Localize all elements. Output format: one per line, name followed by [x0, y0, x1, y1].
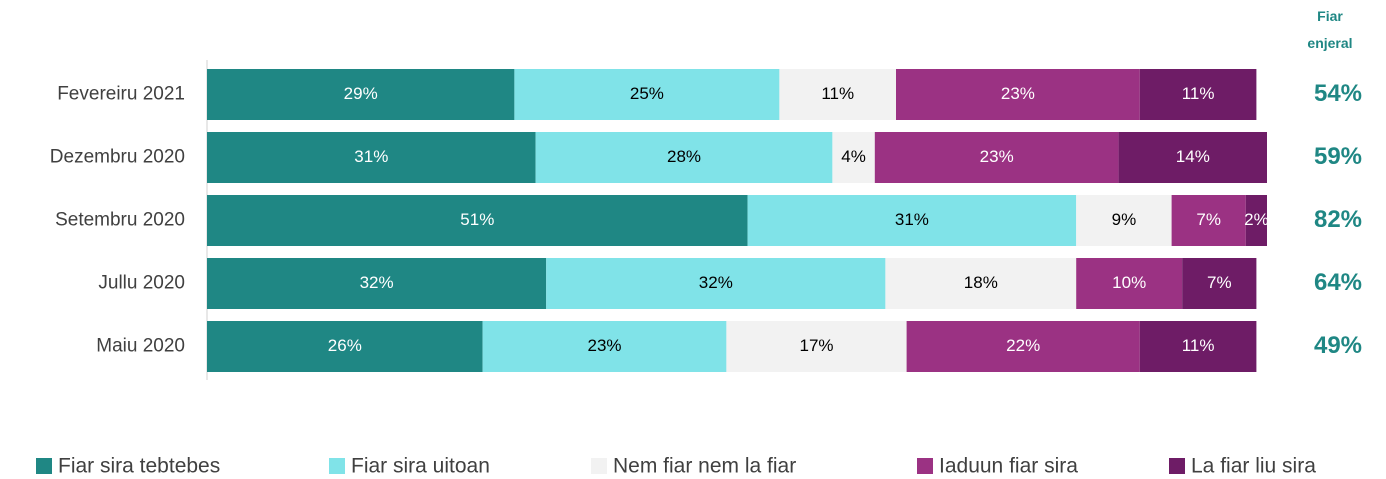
data-label: 23% [587, 336, 621, 355]
bar-segment [1076, 258, 1183, 309]
data-label: 18% [964, 273, 998, 292]
bar-segment [874, 132, 1119, 183]
bar-segment [535, 132, 833, 183]
bar-segment [1118, 132, 1267, 183]
data-label: 23% [1001, 84, 1035, 103]
bar-segment [1171, 195, 1246, 246]
legend-swatch [591, 458, 607, 474]
legend-label: Iaduun fiar sira [939, 455, 1078, 478]
data-label: 51% [460, 210, 494, 229]
data-label: 23% [980, 147, 1014, 166]
data-label: 7% [1196, 210, 1221, 229]
total-header-line: enjeral [1307, 35, 1352, 51]
data-label: 17% [799, 336, 833, 355]
data-label: 11% [821, 84, 854, 103]
data-label: 26% [328, 336, 362, 355]
bar-segment [482, 321, 727, 372]
total-label: 59% [1314, 143, 1362, 170]
total-label: 54% [1314, 80, 1362, 107]
total-label: 82% [1314, 206, 1362, 233]
total-header: Fiar enjeral [1307, 8, 1352, 51]
data-label: 10% [1112, 273, 1146, 292]
legend-label: Nem fiar nem la fiar [613, 455, 796, 478]
data-label: 28% [667, 147, 701, 166]
total-header-line: Fiar [1317, 8, 1343, 24]
data-label: 32% [360, 273, 394, 292]
bar-segment [747, 195, 1077, 246]
y-tick-label: Dezembru 2020 [50, 147, 185, 168]
data-label: 29% [344, 84, 378, 103]
bar-segment [1139, 69, 1257, 120]
data-label: 4% [841, 147, 866, 166]
bar-segment [896, 69, 1140, 120]
legend-swatch [917, 458, 933, 474]
legend-swatch [329, 458, 345, 474]
legend-label: Fiar sira tebtebes [58, 455, 220, 478]
total-label: 64% [1314, 269, 1362, 296]
data-label: 7% [1207, 273, 1232, 292]
data-label: 2% [1244, 210, 1269, 229]
legend-swatch [36, 458, 52, 474]
y-tick-label: Jullu 2020 [98, 273, 185, 294]
data-label: 25% [630, 84, 664, 103]
bar-segment [207, 258, 547, 309]
bar-segment [885, 258, 1077, 309]
y-tick-label: Setembru 2020 [55, 210, 185, 231]
legend-swatch [1169, 458, 1185, 474]
total-label: 49% [1314, 332, 1362, 359]
legend-label: La fiar liu sira [1191, 455, 1316, 478]
data-label: 32% [699, 273, 733, 292]
bar-segment [726, 321, 907, 372]
bar-segment [1076, 195, 1172, 246]
bar-segment [207, 132, 536, 183]
bar-segment [779, 69, 896, 120]
bar-segment [1245, 195, 1267, 246]
bar-segment [207, 69, 515, 120]
bar-segment [514, 69, 780, 120]
bar-segment [546, 258, 886, 309]
data-label: 9% [1112, 210, 1137, 229]
bar-segment [906, 321, 1140, 372]
data-label: 11% [1182, 84, 1215, 103]
bar-segment [1139, 321, 1257, 372]
data-label: 14% [1176, 147, 1210, 166]
legend-label: Fiar sira uitoan [351, 455, 490, 478]
bar-segment [207, 195, 748, 246]
bar-segment [1182, 258, 1257, 309]
data-label: 11% [1182, 336, 1215, 355]
data-label: 31% [354, 147, 388, 166]
bar-segment [207, 321, 483, 372]
data-label: 31% [895, 210, 929, 229]
y-tick-label: Maiu 2020 [96, 336, 185, 357]
y-tick-label: Fevereiru 2021 [57, 84, 185, 105]
bar-segment [832, 132, 875, 183]
data-label: 22% [1006, 336, 1040, 355]
